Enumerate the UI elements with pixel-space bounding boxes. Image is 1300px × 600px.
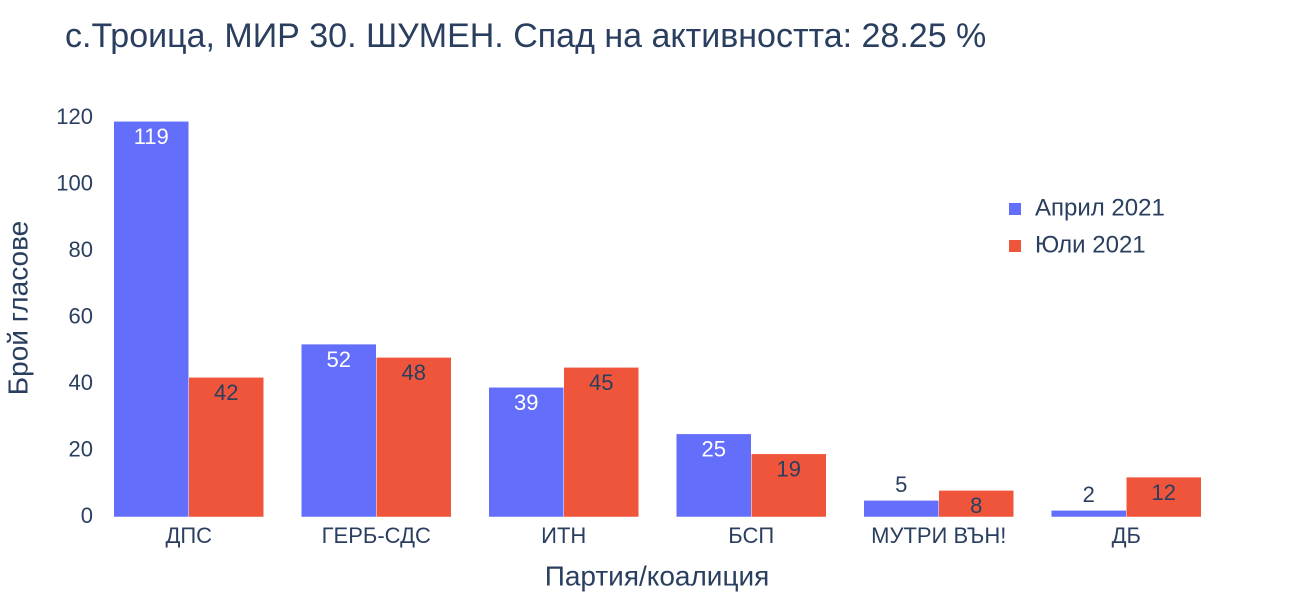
data-label: 45 — [589, 370, 613, 395]
bar — [1126, 476, 1202, 518]
data-label: 39 — [514, 390, 538, 415]
y-tick-label: 60 — [69, 303, 93, 328]
bar — [488, 387, 564, 518]
data-label: 5 — [895, 472, 907, 497]
legend-swatch — [1009, 240, 1021, 252]
bar — [301, 343, 377, 518]
y-tick-label: 20 — [69, 436, 93, 461]
bar — [938, 490, 1014, 518]
x-tick-label: ДПС — [165, 523, 212, 548]
bar — [376, 357, 452, 518]
x-tick-label: БСП — [728, 523, 774, 548]
bar — [1051, 510, 1127, 518]
data-label: 48 — [402, 360, 426, 385]
y-tick-label: 120 — [56, 104, 93, 129]
x-tick-label: ГЕРБ-СДС — [322, 523, 431, 548]
x-tick-label: МУТРИ ВЪН! — [871, 523, 1006, 548]
legend-label: Април 2021 — [1035, 194, 1165, 221]
data-label: 8 — [970, 493, 982, 518]
legend-label: Юли 2021 — [1035, 231, 1146, 258]
data-label: 42 — [214, 380, 238, 405]
y-tick-label: 80 — [69, 237, 93, 262]
y-tick-label: 0 — [81, 503, 93, 528]
data-label: 19 — [777, 457, 801, 482]
y-tick-label: 100 — [56, 170, 93, 195]
data-label: 2 — [1083, 482, 1095, 507]
x-axis-title: Партия/коалиция — [545, 560, 770, 591]
x-tick-label: ИТН — [541, 523, 586, 548]
data-label: 25 — [702, 437, 726, 462]
data-label: 119 — [134, 124, 169, 149]
bar — [676, 433, 752, 518]
x-tick-label: ДБ — [1112, 523, 1141, 548]
chart-title: с.Троица, МИР 30. ШУМЕН. Спад на активно… — [65, 17, 986, 55]
y-axis-title: Брой гласове — [2, 221, 33, 395]
bar — [751, 453, 827, 518]
bar — [113, 121, 189, 518]
legend-swatch — [1009, 203, 1021, 215]
data-label: 52 — [327, 347, 351, 372]
bar — [188, 377, 264, 518]
y-tick-label: 40 — [69, 370, 93, 395]
data-label: 12 — [1152, 480, 1176, 505]
bar — [563, 367, 639, 518]
bar — [863, 500, 939, 518]
